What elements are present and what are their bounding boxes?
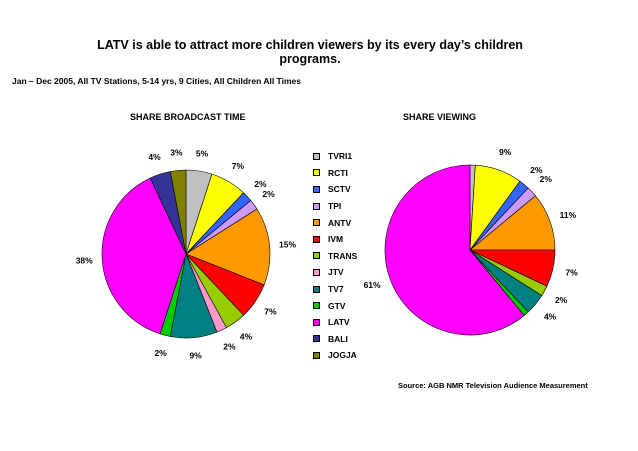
legend-item: JTV	[313, 264, 393, 281]
slice-label-tv7: 9%	[189, 351, 202, 361]
legend-item: ANTV	[313, 214, 393, 231]
legend-swatch	[313, 152, 320, 160]
slice-label-jtv: 2%	[223, 341, 236, 351]
legend-swatch	[313, 235, 320, 243]
legend-swatch	[313, 202, 320, 210]
legend-label: ANTV	[328, 217, 352, 228]
legend-item: GTV	[313, 297, 393, 314]
legend-label: TRANS	[328, 250, 358, 261]
legend-swatch	[313, 185, 320, 193]
legend-label: TPI	[328, 201, 342, 212]
slice-label-gtv: 2%	[154, 348, 167, 358]
pie-slice-antv	[185, 208, 271, 286]
legend-label: RCTI	[328, 167, 348, 178]
pie-slice-jogja	[169, 169, 187, 255]
slice-label-ivm: 7%	[565, 268, 578, 278]
slice-label-latv: 38%	[76, 255, 93, 265]
legend-item: RCTI	[313, 165, 393, 182]
legend-swatch	[313, 252, 320, 260]
legend-item: TPI	[313, 198, 393, 215]
legend-swatch	[313, 318, 320, 326]
legend-swatch	[313, 302, 320, 310]
legend-label: LATV	[328, 317, 350, 328]
slice-label-antv: 15%	[279, 239, 296, 249]
slice-label-antv: 11%	[560, 210, 577, 220]
legend-item: SCTV	[313, 181, 393, 198]
pie-slice-latv	[384, 164, 525, 336]
slice-label-ivm: 7%	[264, 306, 277, 316]
legend-label: JTV	[328, 267, 344, 278]
slice-label-sctv: 2%	[530, 165, 543, 175]
legend-item: TVRI1	[313, 148, 393, 165]
slice-label-tvri1: 5%	[196, 148, 209, 158]
legend-item: BALI	[313, 331, 393, 348]
slice-label-rcti: 7%	[232, 161, 245, 171]
legend-swatch	[313, 285, 320, 293]
legend-label: JOGJA	[328, 350, 357, 361]
legend-swatch	[313, 351, 320, 359]
slice-label-trans: 2%	[555, 295, 568, 305]
legend-swatch	[313, 169, 320, 177]
viewing-chart-title: SHARE VIEWING	[403, 112, 477, 122]
legend: TVRI1 RCTI SCTV TPI ANTV IVM TRANS JTV T…	[313, 148, 393, 364]
slice-label-tpi: 2%	[262, 189, 275, 199]
slice-label-rcti: 9%	[499, 147, 512, 157]
legend-label: IVM	[328, 234, 344, 245]
slice-label-trans: 4%	[240, 332, 253, 342]
slice-label-jogja: 3%	[170, 148, 183, 158]
legend-label: GTV	[328, 300, 346, 311]
legend-item: TRANS	[313, 248, 393, 265]
legend-swatch	[313, 268, 320, 276]
page-title: LATV is able to attract more children vi…	[97, 38, 523, 66]
legend-swatch	[313, 335, 320, 343]
slice-label-latv: 61%	[364, 280, 381, 290]
legend-item: IVM	[313, 231, 393, 248]
subtitle: Jan – Dec 2005, All TV Stations, 5-14 yr…	[12, 76, 301, 86]
slice-label-bali: 4%	[148, 152, 161, 162]
source-note: Source: AGB NMR Television Audience Meas…	[398, 381, 588, 390]
slice-label-sctv: 2%	[254, 179, 267, 189]
broadcast-chart-title: SHARE BROADCAST TIME	[130, 112, 246, 122]
legend-item: LATV	[313, 314, 393, 331]
slice-label-tpi: 2%	[540, 174, 553, 184]
legend-swatch	[313, 219, 320, 227]
legend-label: TV7	[328, 284, 344, 295]
slice-label-tv7: 4%	[544, 311, 557, 321]
legend-label: TVRI1	[328, 151, 353, 162]
legend-label: BALI	[328, 333, 348, 344]
pie-slice-latv	[101, 177, 187, 335]
legend-item: JOGJA	[313, 347, 393, 364]
legend-item: TV7	[313, 281, 393, 298]
legend-label: SCTV	[328, 184, 351, 195]
